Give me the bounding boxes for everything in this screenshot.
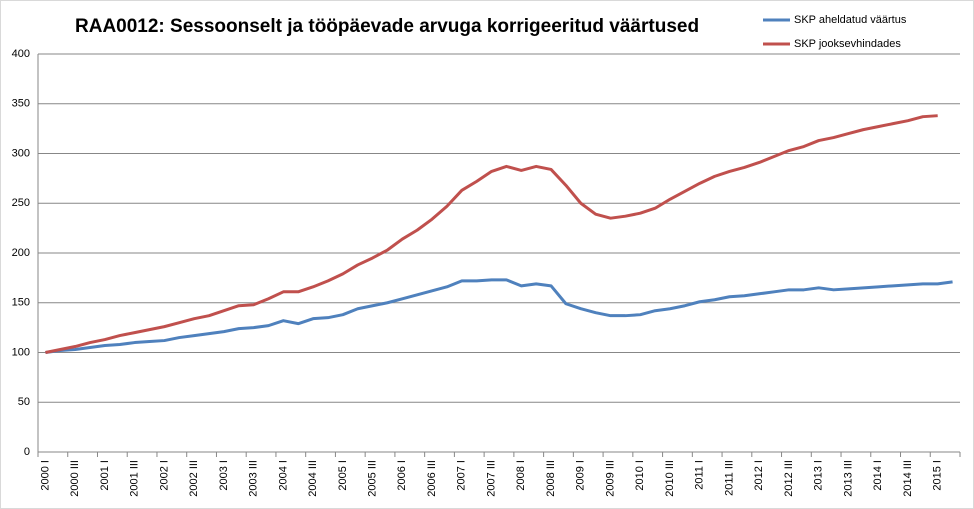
chart-title: RAA0012: Sessoonselt ja tööpäevade arvug… [75, 16, 699, 37]
x-tick-label: 2007 III [485, 460, 497, 497]
y-tick-label: 0 [24, 446, 30, 458]
y-tick-label: 250 [12, 197, 30, 209]
x-tick-label: 2011 I [694, 460, 706, 490]
y-tick-label: 50 [18, 396, 30, 408]
x-tick-label: 2015 I [932, 460, 944, 491]
x-tick-label: 2010 III [664, 460, 676, 497]
x-tick-label: 2011 III [723, 460, 735, 496]
x-tick-label: 2002 I [158, 460, 170, 491]
x-tick-label: 2007 I [456, 460, 468, 491]
x-tick-label: 2006 I [396, 460, 408, 491]
x-tick-label: 2000 III [69, 460, 81, 497]
x-tick-label: 2008 I [515, 460, 527, 491]
y-tick-label: 350 [12, 98, 30, 110]
x-tick-label: 2006 III [426, 460, 438, 497]
x-tick-label: 2013 III [842, 460, 854, 497]
x-tick-label: 2001 I [99, 460, 111, 491]
x-tick-label: 2003 III [248, 460, 260, 497]
x-tick-label: 2000 I [39, 460, 51, 491]
x-tick-label: 2004 I [277, 460, 289, 491]
legend-label: SKP aheldatud väärtus [794, 14, 907, 26]
y-tick-label: 300 [12, 147, 30, 159]
x-tick-label: 2004 III [307, 460, 319, 497]
y-tick-label: 100 [12, 346, 30, 358]
line-series [45, 278, 953, 354]
x-tick-label: 2014 I [872, 460, 884, 491]
x-tick-label: 2002 III [188, 460, 200, 497]
y-tick-label: 400 [12, 48, 30, 60]
x-tick-label: 2014 III [902, 460, 914, 497]
y-tick-label: 150 [12, 297, 30, 309]
x-tick-label: 2005 III [367, 460, 379, 497]
x-tick-label: 2005 I [337, 460, 349, 491]
legend-label: SKP jooksevhindades [794, 38, 901, 50]
x-tick-label: 2012 I [753, 460, 765, 491]
x-tick-label: 2001 III [129, 460, 141, 497]
x-tick-label: 2012 III [783, 460, 795, 497]
line-series [45, 114, 938, 354]
x-tick-label: 2003 I [218, 460, 230, 491]
y-tick-label: 200 [12, 247, 30, 259]
x-tick-label: 2013 I [813, 460, 825, 491]
x-tick-label: 2010 I [634, 460, 646, 491]
x-tick-label: 2009 III [604, 460, 616, 497]
x-tick-label: 2008 III [545, 460, 557, 497]
x-tick-label: 2009 I [575, 460, 587, 491]
